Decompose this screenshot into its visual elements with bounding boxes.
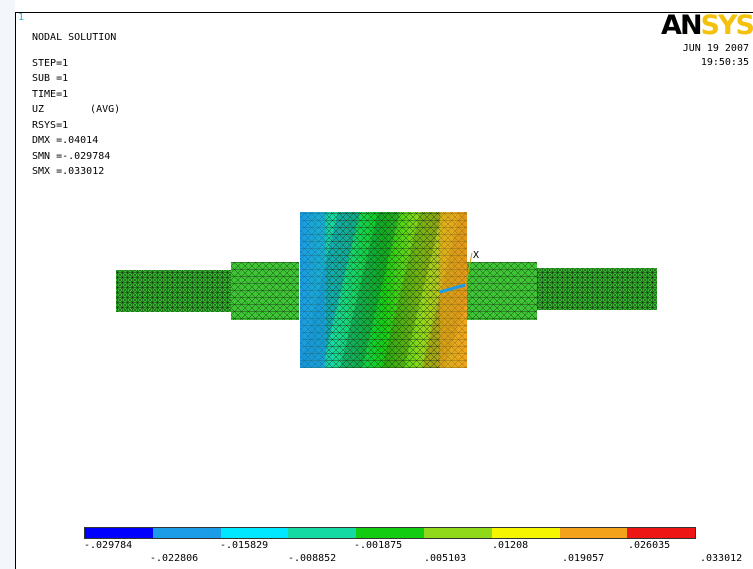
result-line: UZ (AVG)	[32, 102, 120, 118]
legend-label-top-2: -.015829	[220, 540, 269, 551]
right-collar-mesh	[467, 262, 537, 320]
right-shaft-mesh	[537, 268, 657, 310]
result-item: UZ	[32, 104, 45, 115]
legend-band-9	[627, 528, 696, 538]
legend-band-1	[85, 528, 153, 538]
legend-label-top-1: -.029784	[84, 540, 133, 551]
result-avg: (AVG)	[90, 104, 121, 115]
worm-thread	[300, 212, 467, 368]
legend-band-2	[152, 528, 221, 538]
legend-band-7	[491, 528, 560, 538]
plot-title: NODAL SOLUTION	[32, 32, 117, 43]
plot-info: NODAL SOLUTION STEP=1 SUB =1 TIME=1 UZ (A…	[32, 30, 120, 180]
time-line: TIME=1	[32, 88, 69, 100]
step-line: STEP=1	[32, 57, 69, 69]
smn-line: SMN =-.029784	[32, 150, 111, 162]
plot-date: JUN 19 2007	[682, 43, 749, 54]
legend-label-bottom-4: .019057	[562, 553, 605, 564]
legend-band-3	[220, 528, 289, 538]
triad-axis-line	[439, 283, 466, 294]
legend-band-8	[559, 528, 628, 538]
legend-label-bottom-1: -.022806	[150, 553, 199, 564]
left-shaft	[116, 262, 299, 320]
legend-label-bottom-5: .033012	[700, 553, 743, 564]
timestamp: JUN 19 2007 19:50:35	[683, 42, 749, 70]
legend-label-bottom-2: -.008852	[288, 553, 337, 564]
left-collar-mesh	[231, 262, 299, 320]
right-shaft	[467, 262, 657, 320]
legend-band-4	[288, 528, 357, 538]
rsys-line: RSYS=1	[32, 119, 69, 131]
sub-line: SUB =1	[32, 73, 69, 84]
worm-left-face	[300, 212, 326, 368]
plot-time: 19:50:35	[700, 57, 749, 68]
left-shaft-mesh	[116, 270, 231, 312]
legend-label-top-5: .026035	[628, 540, 671, 551]
legend-band-5	[356, 528, 424, 538]
smx-line: SMX =.033012	[32, 166, 105, 177]
legend-band-6	[423, 528, 492, 538]
window-number: 1	[18, 12, 25, 23]
triad-x-line	[465, 252, 473, 285]
legend-label-top-3: -.001875	[354, 540, 403, 551]
worm-mesh	[300, 212, 467, 368]
coordinate-triad: X	[439, 250, 479, 294]
legend-label-bottom-3: .005103	[424, 553, 467, 564]
ansys-logo: ANSYS	[661, 10, 753, 41]
axis-x-label: X	[473, 250, 479, 261]
dmx-line: DMX =.04014	[32, 135, 99, 146]
contour-legend-bar	[84, 527, 697, 539]
left-strip	[0, 0, 15, 569]
legend-label-top-4: .01208	[492, 540, 529, 551]
graphics-window	[15, 12, 753, 569]
